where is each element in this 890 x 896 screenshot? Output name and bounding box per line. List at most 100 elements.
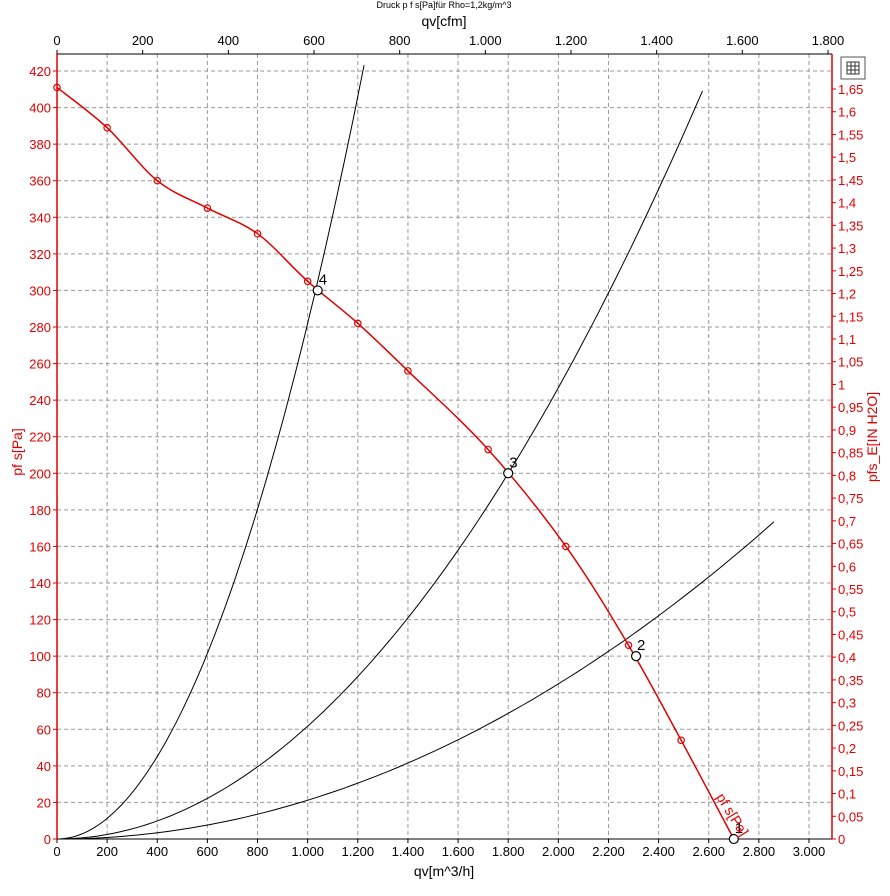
operating-point-label: 1 — [735, 820, 743, 837]
right-axis-title: pfs_E[IN H2O] — [864, 392, 880, 482]
right-tick-label: 0,6 — [838, 559, 856, 574]
left-tick-label: 220 — [29, 430, 51, 445]
top-tick-label: 400 — [217, 33, 239, 48]
bottom-tick-label: 1.400 — [392, 844, 425, 859]
right-tick-label: 0,1 — [838, 787, 856, 802]
top-tick-label: 1.200 — [555, 33, 588, 48]
right-tick-label: 0,75 — [838, 491, 863, 506]
operating-point — [728, 833, 739, 845]
right-tick-label: 0,05 — [838, 809, 863, 824]
bottom-tick-label: 800 — [247, 844, 269, 859]
left-tick-label: 160 — [29, 539, 51, 554]
right-tick-label: 1,1 — [838, 332, 856, 347]
right-tick-label: 0,9 — [838, 423, 856, 438]
bottom-tick-label: 1.600 — [442, 844, 475, 859]
fan-curve-line — [56, 86, 735, 840]
top-tick-label: 0 — [53, 33, 60, 48]
system-curve — [56, 90, 703, 840]
system-curve — [57, 521, 775, 840]
fan-curve-point — [103, 123, 111, 132]
right-tick-label: 0,3 — [838, 696, 856, 711]
axes: 0 200 400 600 800 1.000 1.200 1.400 1.600 1.800 2.… — [29, 33, 863, 859]
fan-curve-point — [624, 641, 633, 649]
top-tick-label: 800 — [389, 33, 411, 48]
chart-title: Druck p f s[Pa]für Rho=1,2kg/m^3 — [376, 0, 511, 10]
left-tick-label: 80 — [37, 686, 51, 701]
left-tick-label: 100 — [29, 649, 51, 664]
left-tick-label: 240 — [29, 393, 51, 408]
system-curve — [56, 65, 365, 840]
fan-curve-point — [562, 542, 570, 551]
fan-curve-label: pf s[Pa] — [713, 790, 752, 839]
right-tick-label: 0,65 — [838, 537, 863, 552]
bottom-tick-label: 1.000 — [291, 844, 324, 859]
right-tick-label: 1,3 — [838, 241, 856, 256]
table-icon — [846, 61, 860, 75]
left-tick-label: 360 — [29, 174, 51, 189]
right-tick-label: 1,45 — [838, 173, 863, 188]
top-tick-label: 200 — [132, 33, 154, 48]
left-tick-label: 200 — [29, 466, 51, 481]
bottom-tick-label: 200 — [96, 844, 118, 859]
top-tick-label: 1.000 — [469, 33, 502, 48]
right-tick-label: 0,15 — [838, 764, 863, 779]
right-tick-label: 1,15 — [838, 309, 863, 324]
right-tick-label: 0,5 — [838, 605, 856, 620]
right-tick-label: 1,55 — [838, 127, 863, 142]
left-tick-label: 120 — [29, 613, 51, 628]
right-tick-label: 0,35 — [838, 673, 863, 688]
right-tick-label: 0,25 — [838, 718, 863, 733]
left-tick-label: 140 — [29, 576, 51, 591]
top-tick-label: 1.600 — [726, 33, 759, 48]
fan-curve-point — [404, 367, 412, 375]
table-view-button[interactable] — [840, 56, 866, 80]
bottom-tick-label: 2.400 — [642, 844, 675, 859]
top-tick-label: 1.400 — [640, 33, 673, 48]
left-tick-label: 280 — [29, 320, 51, 335]
fan-curve-point — [203, 204, 212, 212]
right-tick-label: 0,55 — [838, 582, 863, 597]
top-tick-label: 1.800 — [812, 33, 845, 48]
bottom-tick-label: 600 — [197, 844, 219, 859]
left-tick-label: 260 — [29, 357, 51, 372]
right-tick-label: 0,95 — [838, 400, 863, 415]
right-tick-label: 1,5 — [838, 150, 856, 165]
grid — [57, 54, 832, 839]
fan-curve-point — [303, 277, 312, 286]
left-tick-label: 180 — [29, 503, 51, 518]
fan-curve-point — [253, 229, 262, 238]
right-tick-label: 1,35 — [838, 218, 863, 233]
right-tick-label: 1,6 — [838, 105, 856, 120]
left-axis-title: pf s[Pa] — [9, 428, 25, 475]
left-tick-label: 380 — [29, 137, 51, 152]
right-tick-label: 1,05 — [838, 355, 863, 370]
left-tick-label: 300 — [29, 283, 51, 298]
right-tick-label: 0,4 — [838, 650, 856, 665]
curves: 1 2 3 4 pf s[Pa] — [53, 65, 775, 845]
operating-point-label: 4 — [319, 271, 327, 288]
left-tick-label: 320 — [29, 247, 51, 262]
fan-curve-point — [484, 445, 492, 454]
operating-point — [630, 651, 642, 662]
left-tick-label: 0 — [44, 832, 51, 847]
bottom-tick-label: 2.200 — [592, 844, 625, 859]
bottom-tick-label: 400 — [146, 844, 168, 859]
bottom-axis-title: qv[m^3/h] — [414, 863, 474, 879]
right-tick-label: 1 — [838, 377, 845, 392]
fan-curve-point — [153, 176, 162, 185]
bottom-tick-label: 2.800 — [743, 844, 776, 859]
left-tick-label: 340 — [29, 210, 51, 225]
fan-curve-point — [677, 736, 685, 745]
right-tick-label: 0,45 — [838, 627, 863, 642]
right-tick-label: 1,25 — [838, 264, 863, 279]
fan-curve-point — [353, 319, 362, 328]
bottom-tick-label: 1.800 — [492, 844, 525, 859]
bottom-tick-label: 2.000 — [542, 844, 575, 859]
bottom-tick-label: 0 — [53, 844, 60, 859]
bottom-tick-label: 2.600 — [692, 844, 725, 859]
right-tick-label: 0,7 — [838, 514, 856, 529]
left-tick-label: 420 — [29, 64, 51, 79]
right-tick-label: 0,8 — [838, 468, 856, 483]
operating-point — [503, 468, 514, 479]
